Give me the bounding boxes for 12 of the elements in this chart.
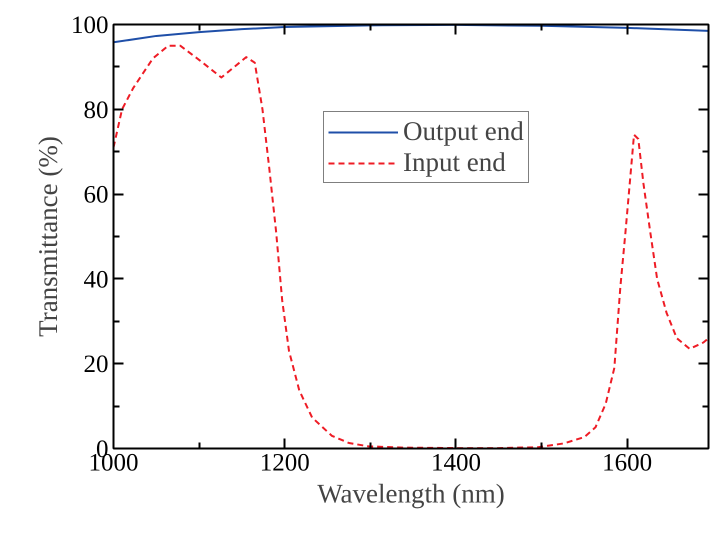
legend-label: Output end	[403, 116, 524, 147]
x-tick-label: 1400	[430, 450, 481, 476]
y-tick-label: 60	[84, 182, 108, 209]
x-tick-label: 1600	[602, 450, 652, 476]
y-tick-label: 100	[71, 12, 108, 39]
legend-label: Input end	[403, 147, 506, 178]
x-tick-label: 1200	[260, 450, 310, 476]
y-axis-title: Transmittance (%)	[33, 136, 63, 337]
y-tick-label: 80	[84, 96, 108, 124]
y-tick-label: 40	[84, 266, 108, 294]
x-axis-title: Wavelength (nm)	[317, 478, 505, 508]
y-tick-label: 20	[84, 351, 108, 378]
